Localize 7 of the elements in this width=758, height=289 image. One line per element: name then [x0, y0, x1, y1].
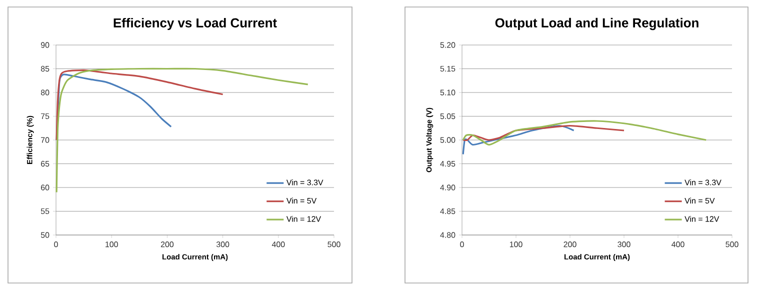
line-series	[462, 124, 625, 141]
line-series	[462, 120, 707, 146]
line-series	[462, 124, 575, 156]
chart-title: Efficiency vs Load Current	[114, 18, 277, 30]
line-series	[56, 69, 224, 141]
chart-title: Output Load and Line Regulation	[495, 18, 698, 30]
line-series	[56, 68, 309, 194]
